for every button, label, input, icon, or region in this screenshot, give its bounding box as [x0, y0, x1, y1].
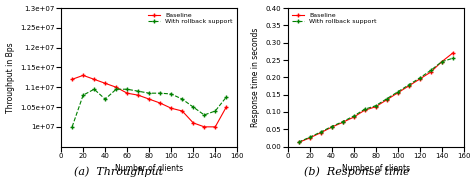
Baseline [395, 92, 400, 94]
Baseline [223, 106, 229, 108]
Text: (b)  Response time: (b) Response time [304, 167, 410, 177]
With rollback support [113, 88, 119, 90]
With rollback support [307, 136, 312, 138]
With rollback support [102, 98, 108, 100]
Baseline [102, 82, 108, 84]
With rollback support [190, 106, 196, 108]
Baseline [69, 78, 75, 80]
Baseline [296, 141, 301, 144]
With rollback support [296, 141, 301, 143]
Baseline [329, 126, 335, 128]
With rollback support [223, 96, 229, 98]
With rollback support [80, 94, 86, 96]
X-axis label: Number of clients: Number of clients [115, 165, 183, 173]
Line: With rollback support: With rollback support [70, 88, 228, 129]
Baseline [179, 110, 185, 112]
With rollback support [124, 88, 130, 90]
With rollback support [351, 115, 357, 117]
Baseline [384, 99, 389, 101]
Baseline [158, 102, 163, 104]
Legend: Baseline, With rollback support: Baseline, With rollback support [147, 11, 234, 26]
Line: With rollback support: With rollback support [297, 57, 455, 144]
With rollback support [428, 69, 434, 71]
With rollback support [146, 92, 152, 94]
With rollback support [212, 110, 218, 112]
With rollback support [362, 108, 367, 110]
Baseline [80, 74, 86, 76]
Line: Baseline: Baseline [70, 74, 228, 129]
Baseline [201, 126, 207, 128]
With rollback support [373, 105, 378, 107]
With rollback support [340, 121, 346, 123]
Baseline [362, 109, 367, 111]
With rollback support [417, 77, 423, 79]
Baseline [135, 94, 141, 96]
With rollback support [179, 98, 185, 100]
Baseline [124, 92, 130, 94]
Baseline [340, 121, 346, 124]
Baseline [351, 116, 357, 118]
Baseline [417, 78, 423, 80]
With rollback support [395, 91, 400, 93]
Baseline [146, 98, 152, 100]
Baseline [373, 106, 378, 108]
Baseline [169, 107, 174, 109]
With rollback support [158, 92, 163, 94]
With rollback support [329, 125, 335, 128]
Text: (a)  Throughput: (a) Throughput [74, 167, 164, 177]
X-axis label: Number of clients: Number of clients [342, 165, 410, 173]
Baseline [113, 86, 119, 88]
With rollback support [406, 84, 411, 86]
Baseline [428, 71, 434, 73]
With rollback support [384, 98, 389, 100]
With rollback support [317, 131, 323, 133]
Y-axis label: Response time in seconds: Response time in seconds [251, 28, 260, 127]
Baseline [307, 137, 312, 139]
With rollback support [91, 88, 97, 90]
Baseline [212, 126, 218, 128]
Legend: Baseline, With rollback support: Baseline, With rollback support [291, 11, 378, 26]
With rollback support [450, 57, 456, 59]
Baseline [439, 61, 445, 63]
With rollback support [69, 126, 75, 128]
Y-axis label: Throughput in Bps: Throughput in Bps [6, 42, 15, 113]
Line: Baseline: Baseline [297, 51, 455, 144]
Baseline [190, 122, 196, 124]
With rollback support [201, 114, 207, 116]
Baseline [91, 78, 97, 80]
Baseline [317, 132, 323, 134]
Baseline [406, 85, 411, 87]
With rollback support [439, 61, 445, 63]
With rollback support [135, 90, 141, 92]
With rollback support [169, 93, 174, 95]
Baseline [450, 52, 456, 54]
